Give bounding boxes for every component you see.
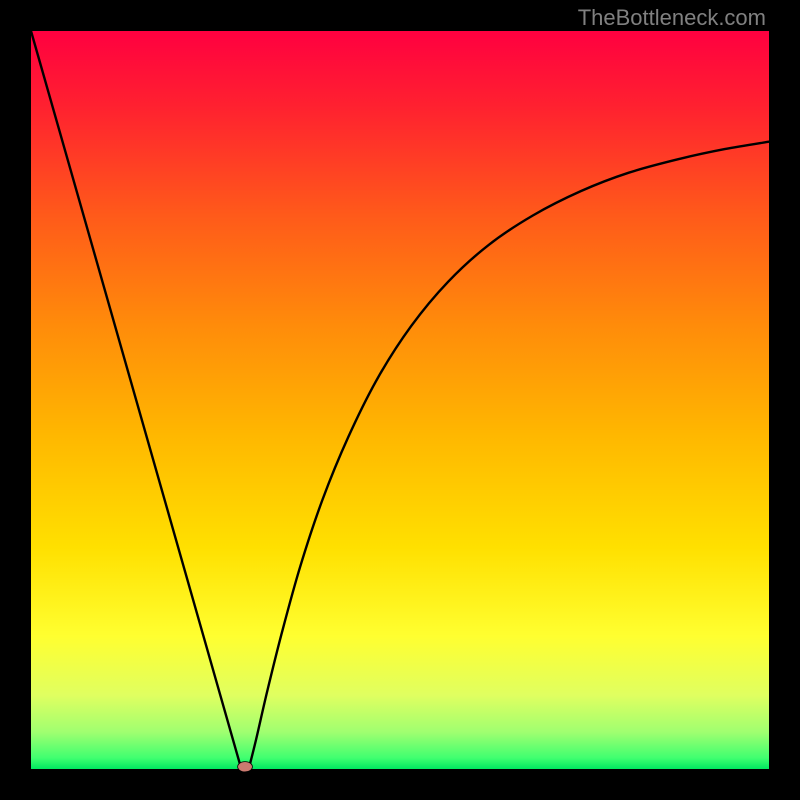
plot-area: [31, 31, 769, 769]
watermark-text: TheBottleneck.com: [578, 5, 766, 31]
chart-container: TheBottleneck.com: [0, 0, 800, 800]
